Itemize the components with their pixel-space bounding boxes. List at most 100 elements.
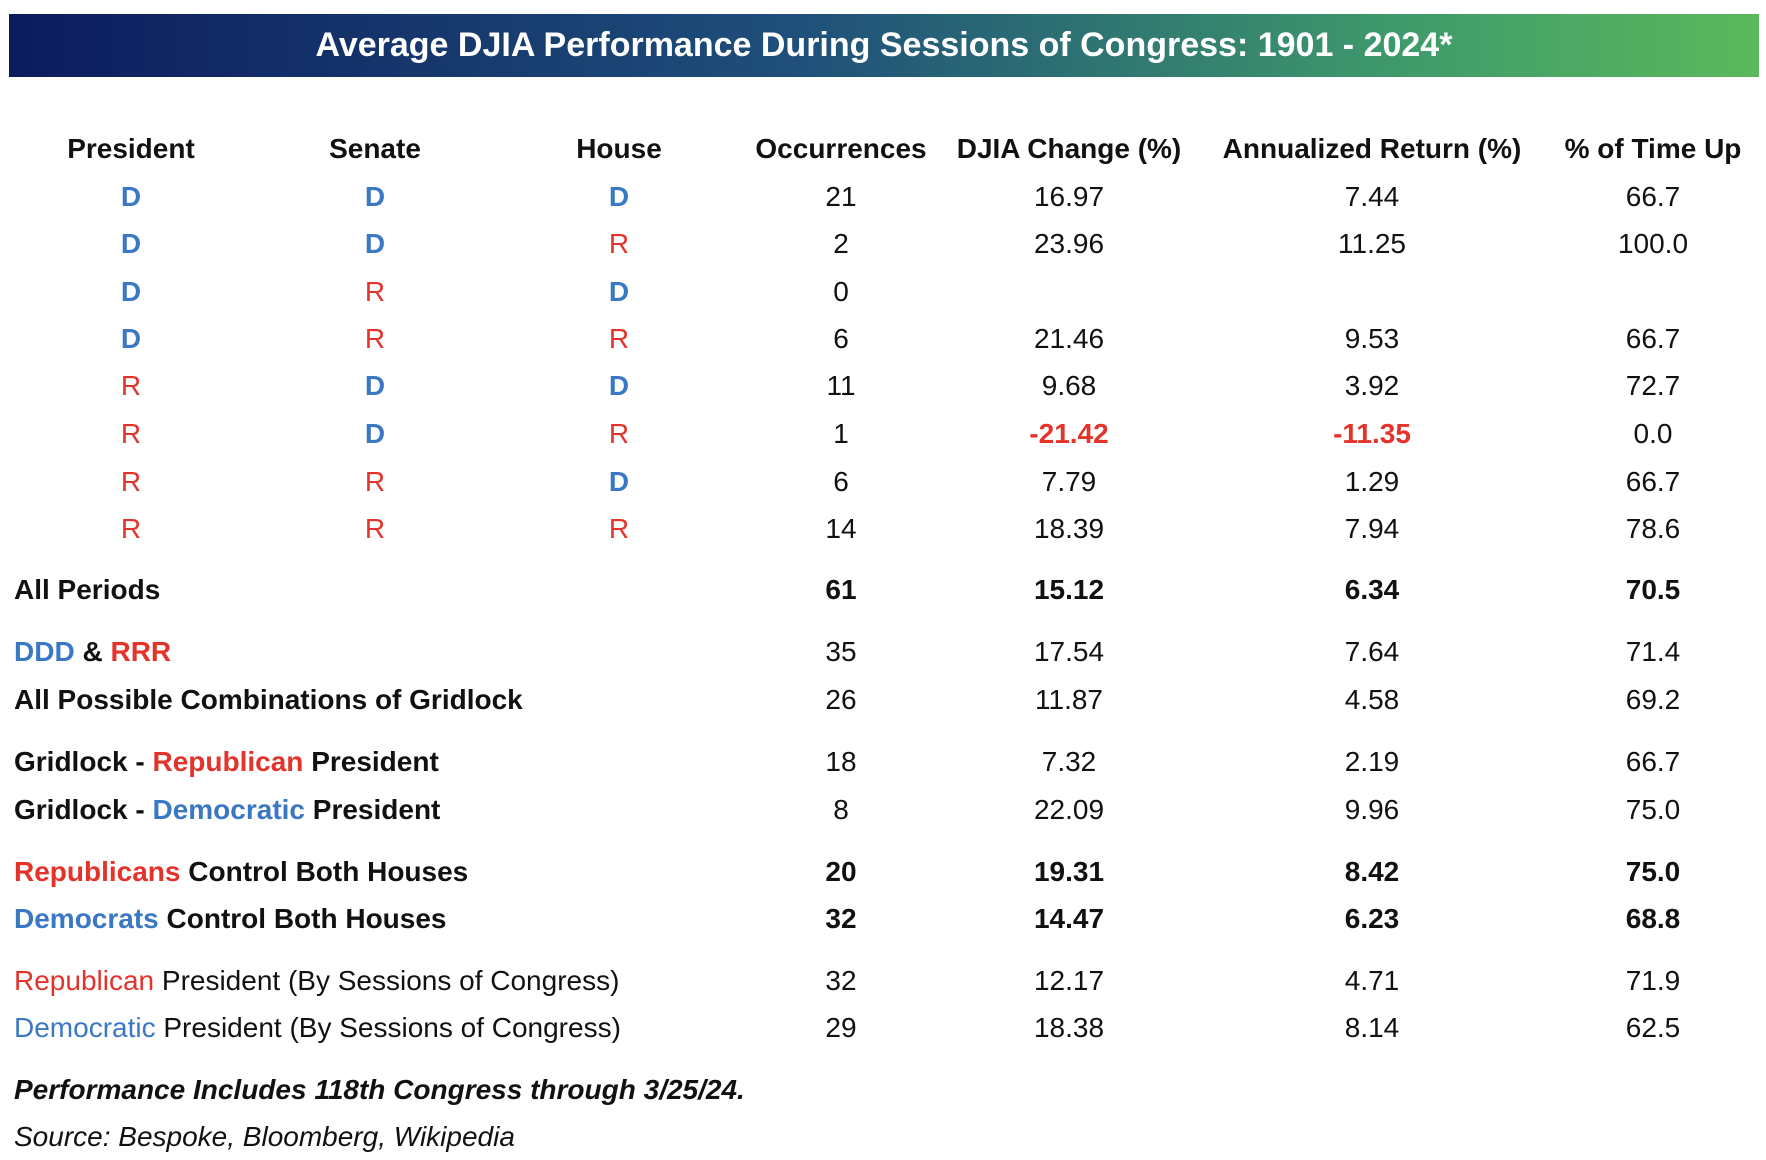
value-cell: 18.39 [1033, 513, 1105, 544]
value-cell: -11.35 [1333, 418, 1411, 449]
label-part: RRR [110, 636, 172, 667]
value-cell: 8 [833, 794, 849, 825]
title-bar: Average DJIA Performance During Sessions… [9, 14, 1759, 77]
row-label: Republican President (By Sessions of Con… [14, 964, 619, 998]
value-cell: 4.71 [1344, 965, 1400, 996]
value-cell: 11 [826, 370, 856, 401]
value-cell: 62.5 [1625, 1012, 1681, 1043]
party-letter: D [120, 228, 142, 259]
party-letter: D [608, 181, 630, 212]
party-letter: D [120, 276, 142, 307]
title: Average DJIA Performance During Sessions… [315, 26, 1453, 64]
value-cell: -21.42 [1029, 418, 1109, 449]
value-cell: 3.92 [1344, 370, 1400, 401]
row-label: Democratic President (By Sessions of Con… [14, 1011, 621, 1045]
party-letter: R [364, 513, 386, 544]
value-cell: 75.0 [1625, 794, 1681, 825]
label-part: Control Both Houses [166, 903, 447, 934]
column-header: DJIA Change (%) [956, 133, 1182, 164]
value-cell: 7.44 [1344, 181, 1400, 212]
label-part: President [312, 794, 441, 825]
value-cell: 18.38 [1033, 1012, 1105, 1043]
value-cell: 32 [825, 903, 857, 934]
value-cell: 6 [833, 323, 849, 354]
value-cell: 68.8 [1625, 903, 1681, 934]
value-cell: 7.32 [1041, 746, 1097, 777]
row-label: Republicans Control Both Houses [14, 855, 468, 889]
value-cell: 20 [825, 856, 857, 887]
label-part: All Periods [14, 574, 161, 605]
party-letter: D [120, 181, 142, 212]
value-cell: 2.19 [1344, 746, 1400, 777]
value-cell: 9.96 [1344, 794, 1400, 825]
label-part: Democratic [14, 1012, 156, 1043]
party-letter: D [608, 276, 630, 307]
column-header: Senate [329, 133, 421, 164]
value-cell: 61 [825, 574, 857, 605]
value-cell: 9.68 [1041, 370, 1097, 401]
party-letter: R [608, 418, 630, 449]
value-cell: 66.7 [1625, 746, 1681, 777]
party-letter: D [364, 228, 386, 259]
party-letter: D [364, 418, 386, 449]
label-part: Republican [152, 746, 304, 777]
source: Source: Bespoke, Bloomberg, Wikipedia [14, 1121, 515, 1152]
value-cell: 11.87 [1035, 684, 1103, 715]
label-part: Gridlock - [14, 794, 145, 825]
label-part: Control Both Houses [188, 856, 469, 887]
value-cell: 6 [833, 466, 849, 497]
column-header: % of Time Up [1564, 133, 1742, 164]
value-cell: 75.0 [1625, 856, 1681, 887]
label-part: Republicans [14, 856, 181, 887]
value-cell: 7.64 [1344, 636, 1400, 667]
value-cell: 0 [833, 276, 849, 307]
value-cell: 71.9 [1625, 965, 1681, 996]
row-label: Gridlock - Republican President [14, 745, 439, 779]
value-cell: 6.34 [1344, 574, 1400, 605]
party-letter: D [364, 370, 386, 401]
row-label: All Possible Combinations of Gridlock [14, 683, 523, 717]
value-cell: 11.25 [1338, 228, 1406, 259]
value-cell: 66.7 [1625, 181, 1681, 212]
value-cell: 32 [825, 965, 857, 996]
column-header: Occurrences [755, 133, 927, 164]
value-cell: 12.17 [1033, 965, 1105, 996]
value-cell: 66.7 [1625, 323, 1681, 354]
party-letter: D [364, 181, 386, 212]
value-cell: 69.2 [1625, 684, 1681, 715]
value-cell: 7.79 [1041, 466, 1097, 497]
value-cell: 15.12 [1033, 574, 1105, 605]
value-cell: 29 [825, 1012, 857, 1043]
value-cell: 9.53 [1344, 323, 1400, 354]
label-part: President (By Sessions of Congress) [163, 1012, 621, 1043]
party-letter: R [120, 418, 142, 449]
value-cell: 19.31 [1033, 856, 1105, 887]
value-cell: 8.14 [1344, 1012, 1400, 1043]
row-label: DDD & RRR [14, 635, 171, 669]
label-part: Gridlock - [14, 746, 145, 777]
footnote: Performance Includes 118th Congress thro… [14, 1074, 745, 1105]
value-cell: 35 [825, 636, 857, 667]
label-part: DDD [14, 636, 75, 667]
party-letter: R [364, 466, 386, 497]
value-cell: 1 [833, 418, 849, 449]
value-cell: 14 [825, 513, 857, 544]
column-header: House [576, 133, 662, 164]
party-letter: R [608, 323, 630, 354]
party-letter: R [608, 228, 630, 259]
label-part: Democrats [14, 903, 159, 934]
value-cell: 16.97 [1033, 181, 1105, 212]
row-label: All Periods [14, 573, 160, 607]
value-cell: 72.7 [1625, 370, 1681, 401]
party-letter: D [608, 370, 630, 401]
party-letter: R [120, 466, 142, 497]
value-cell: 22.09 [1033, 794, 1105, 825]
value-cell: 14.47 [1033, 903, 1105, 934]
label-part: All Possible Combinations of Gridlock [14, 684, 523, 715]
row-label: Democrats Control Both Houses [14, 902, 447, 936]
label-part: President (By Sessions of Congress) [161, 965, 620, 996]
value-cell: 21 [825, 181, 857, 212]
label-part: Democratic [152, 794, 305, 825]
value-cell: 18 [825, 746, 857, 777]
